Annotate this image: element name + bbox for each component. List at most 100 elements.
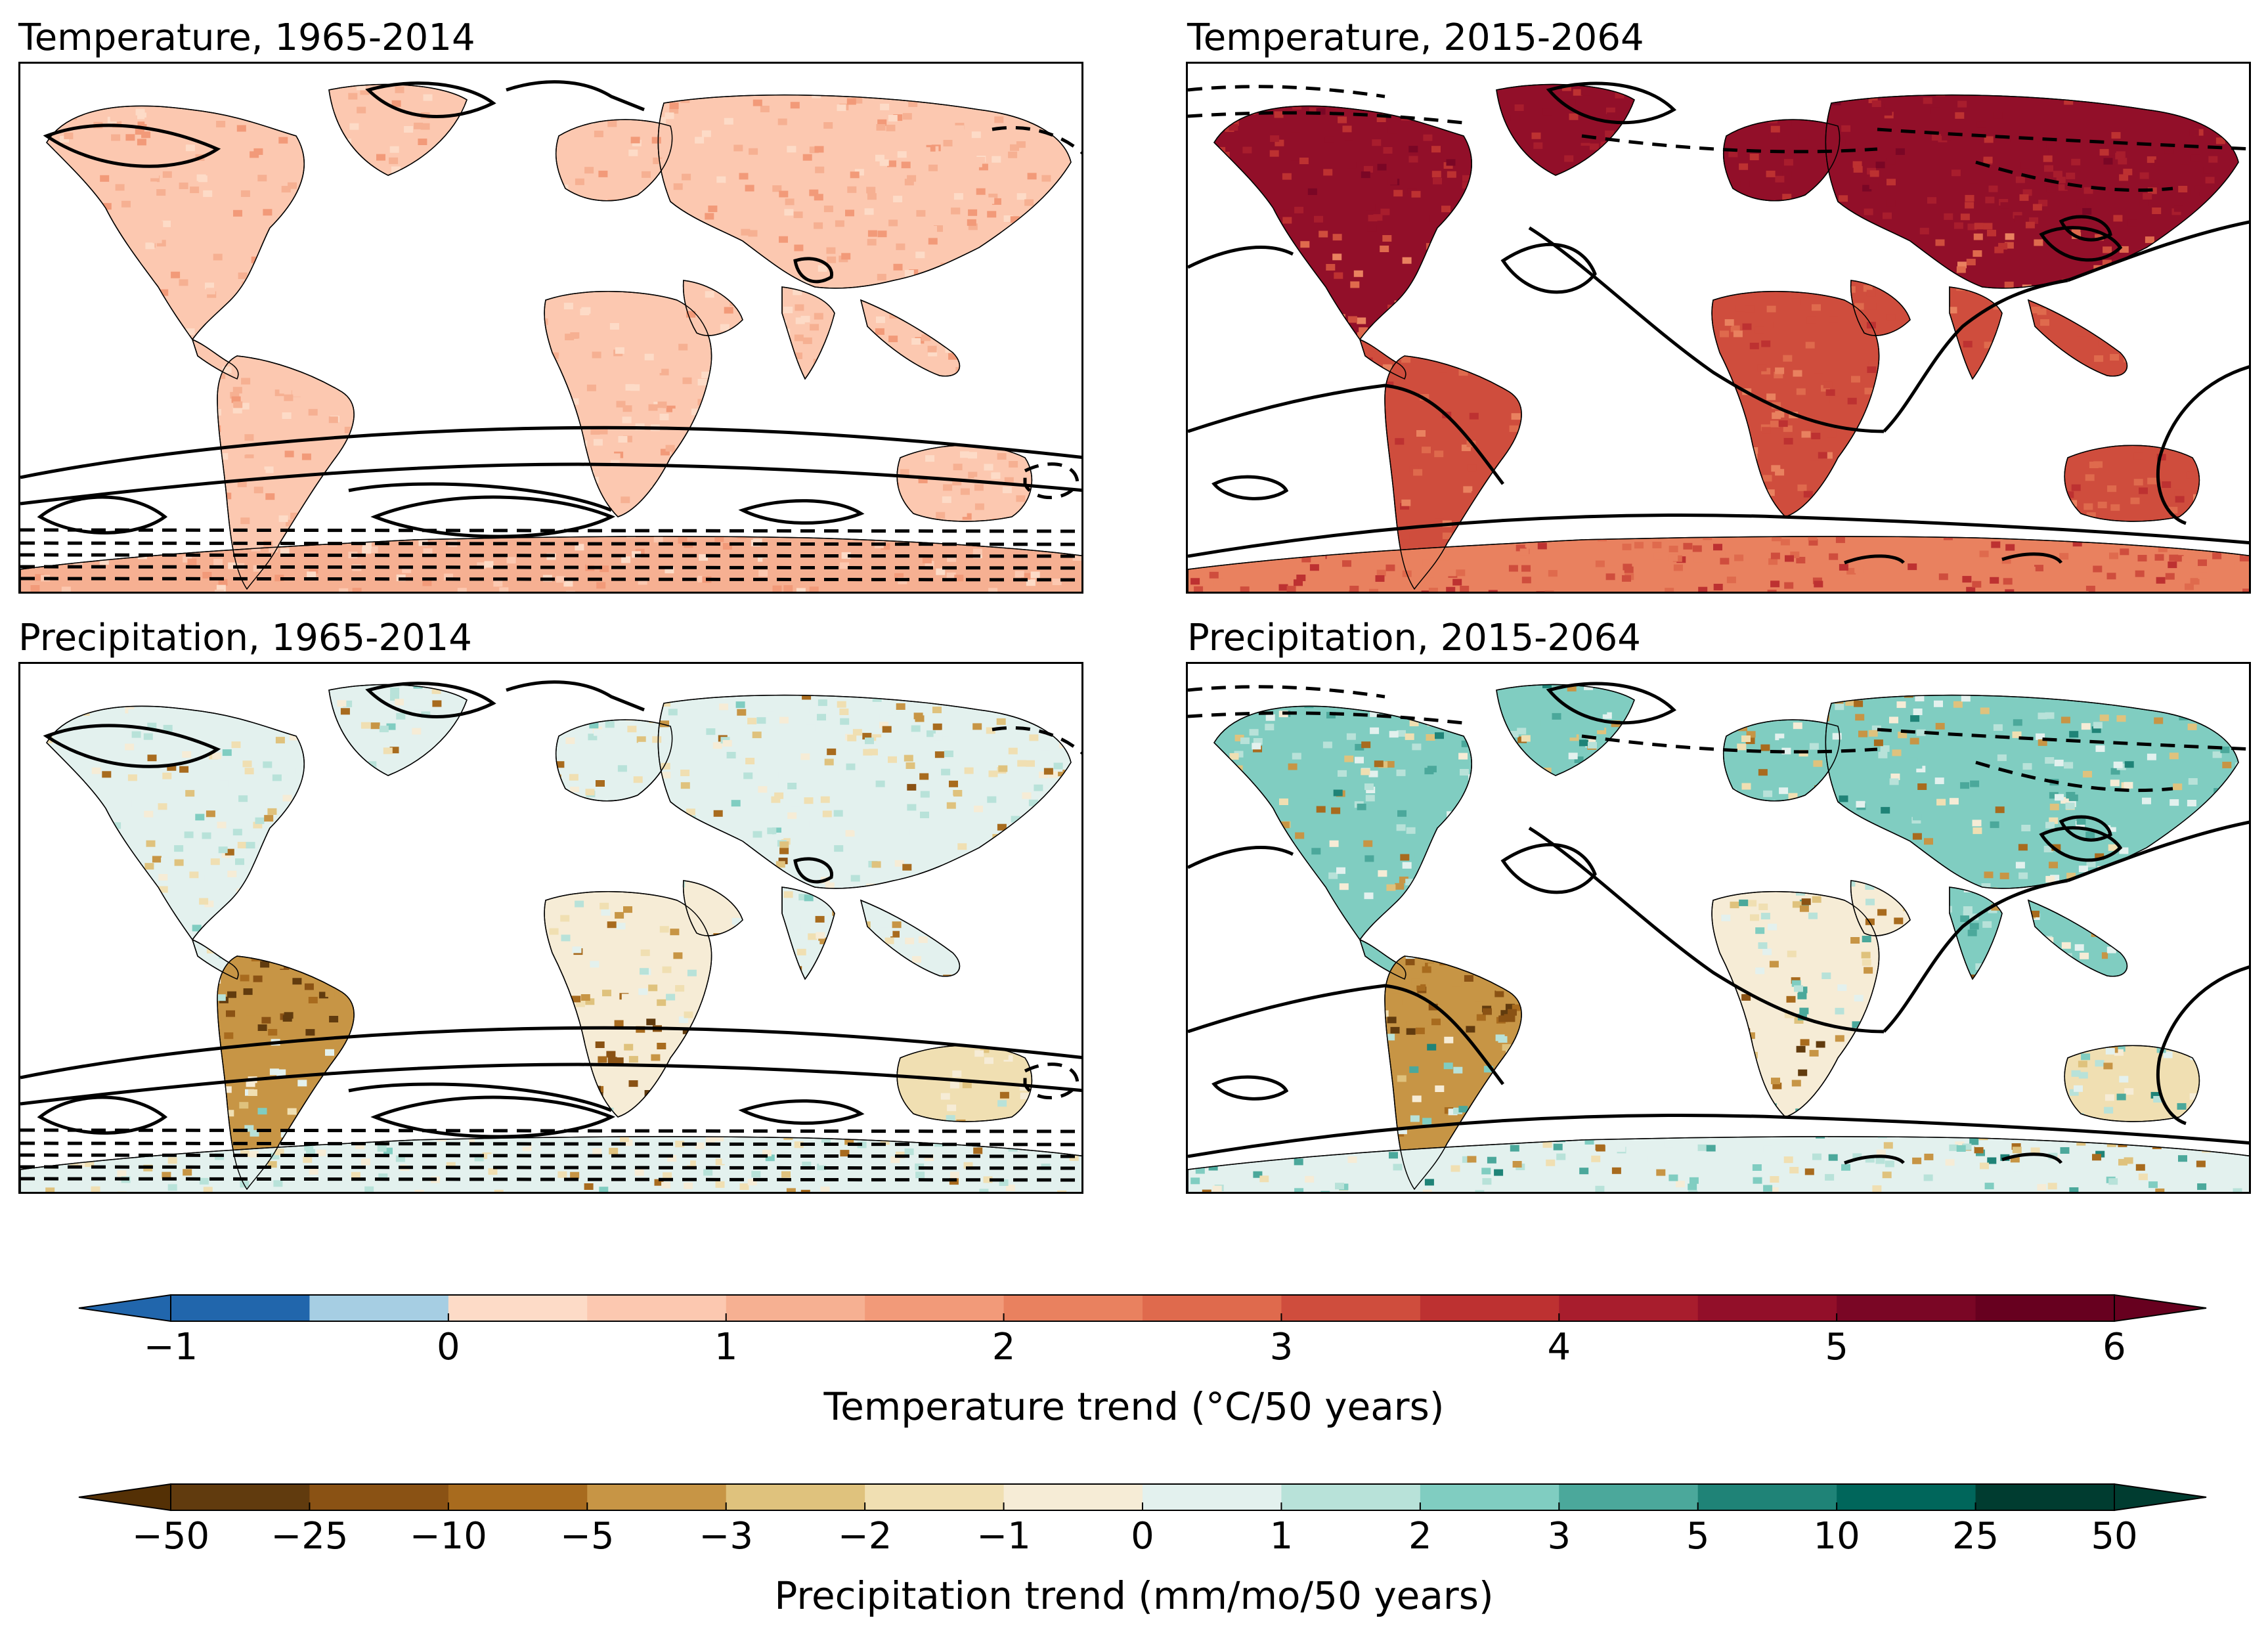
grid-cell — [1577, 191, 1587, 198]
grid-cell — [292, 389, 301, 397]
grid-cell — [1724, 410, 1734, 418]
grid-cell — [2078, 865, 2088, 873]
grid-cell — [1595, 724, 1605, 731]
grid-cell — [565, 334, 575, 341]
grid-cell — [925, 561, 934, 568]
grid-cell — [1229, 349, 1238, 357]
grid-cell — [1935, 239, 1945, 246]
grid-cell — [1883, 108, 1892, 116]
grid-cell — [2130, 497, 2140, 504]
grid-cell — [35, 751, 45, 758]
grid-cell — [563, 580, 573, 587]
grid-cell — [423, 548, 433, 556]
grid-cell — [1688, 302, 1698, 309]
panel-title-precip-1965: Precipitation, 1965-2014 — [18, 617, 472, 659]
grid-cell — [613, 831, 622, 839]
grid-cell — [136, 978, 146, 986]
grid-cell — [531, 1122, 541, 1129]
grid-cell — [1510, 115, 1520, 121]
grid-cell — [236, 70, 246, 77]
grid-cell — [1279, 209, 1289, 216]
grid-cell — [904, 1148, 914, 1155]
grid-cell — [1973, 233, 1983, 240]
grid-cell — [997, 327, 1007, 334]
grid-cell — [163, 1043, 173, 1050]
grid-cell — [888, 756, 897, 763]
grid-cell — [934, 894, 944, 900]
grid-cell — [796, 588, 806, 592]
grid-cell — [852, 996, 861, 1003]
grid-cell — [471, 932, 481, 939]
grid-cell — [1647, 1055, 1657, 1062]
grid-cell — [2048, 1034, 2058, 1041]
grid-cell — [1254, 508, 1263, 515]
grid-cell — [991, 186, 1001, 193]
grid-cell — [926, 144, 936, 152]
grid-cell — [793, 288, 802, 295]
grid-cell — [1370, 414, 1380, 421]
grid-cell — [348, 93, 358, 100]
grid-cell — [2104, 1106, 2114, 1114]
grid-cell — [808, 933, 818, 940]
grid-cell — [1816, 801, 1826, 808]
grid-cell — [406, 225, 416, 232]
grid-cell — [143, 327, 153, 334]
grid-cell — [2250, 678, 2251, 684]
grid-cell — [31, 833, 41, 840]
grid-cell — [386, 574, 396, 581]
grid-cell — [1007, 841, 1017, 848]
grid-cell — [497, 869, 507, 876]
grid-cell — [743, 423, 752, 430]
grid-cell — [943, 484, 953, 491]
grid-cell — [387, 444, 397, 451]
grid-cell — [600, 215, 610, 222]
grid-cell — [1512, 239, 1521, 246]
grid-cell — [174, 859, 184, 866]
grid-cell — [984, 464, 993, 471]
grid-cell — [1672, 326, 1682, 333]
grid-cell — [988, 93, 998, 100]
grid-cell — [884, 937, 894, 944]
grid-cell — [456, 764, 466, 772]
grid-cell — [283, 894, 293, 901]
grid-cell — [2074, 295, 2084, 302]
grid-cell — [1547, 431, 1557, 439]
grid-cell — [271, 414, 281, 422]
grid-cell — [1233, 309, 1243, 317]
grid-cell — [779, 376, 789, 383]
grid-cell — [1422, 671, 1431, 678]
grid-cell — [860, 1084, 870, 1091]
grid-cell — [1825, 389, 1835, 396]
grid-cell — [285, 175, 295, 182]
grid-cell — [1311, 555, 1321, 562]
grid-cell — [1049, 771, 1058, 778]
grid-cell — [1712, 427, 1722, 434]
grid-cell — [805, 506, 814, 513]
grid-cell — [714, 1135, 724, 1142]
grid-cell — [496, 152, 506, 159]
grid-cell — [1225, 531, 1235, 538]
grid-cell — [1724, 287, 1734, 294]
grid-cell — [1370, 374, 1380, 382]
grid-cell — [1037, 1106, 1046, 1114]
grid-cell — [1035, 523, 1045, 531]
grid-cell — [120, 684, 130, 686]
grid-cell — [509, 764, 519, 771]
grid-cell — [1610, 147, 1620, 154]
grid-cell — [517, 435, 527, 442]
grid-cell — [1367, 225, 1377, 232]
grid-cell — [764, 705, 774, 712]
grid-cell — [1955, 112, 1965, 119]
grid-cell — [695, 1142, 705, 1149]
grid-cell — [789, 478, 798, 485]
grid-cell — [329, 1016, 339, 1022]
grid-cell — [235, 523, 245, 530]
grid-cell — [308, 997, 318, 1003]
grid-cell — [1678, 247, 1688, 254]
grid-cell — [203, 1187, 213, 1192]
grid-cell — [993, 939, 1003, 946]
grid-cell — [2047, 464, 2057, 471]
contour-solid — [506, 680, 645, 712]
grid-cell — [162, 1171, 171, 1179]
grid-cell — [2002, 438, 2012, 445]
